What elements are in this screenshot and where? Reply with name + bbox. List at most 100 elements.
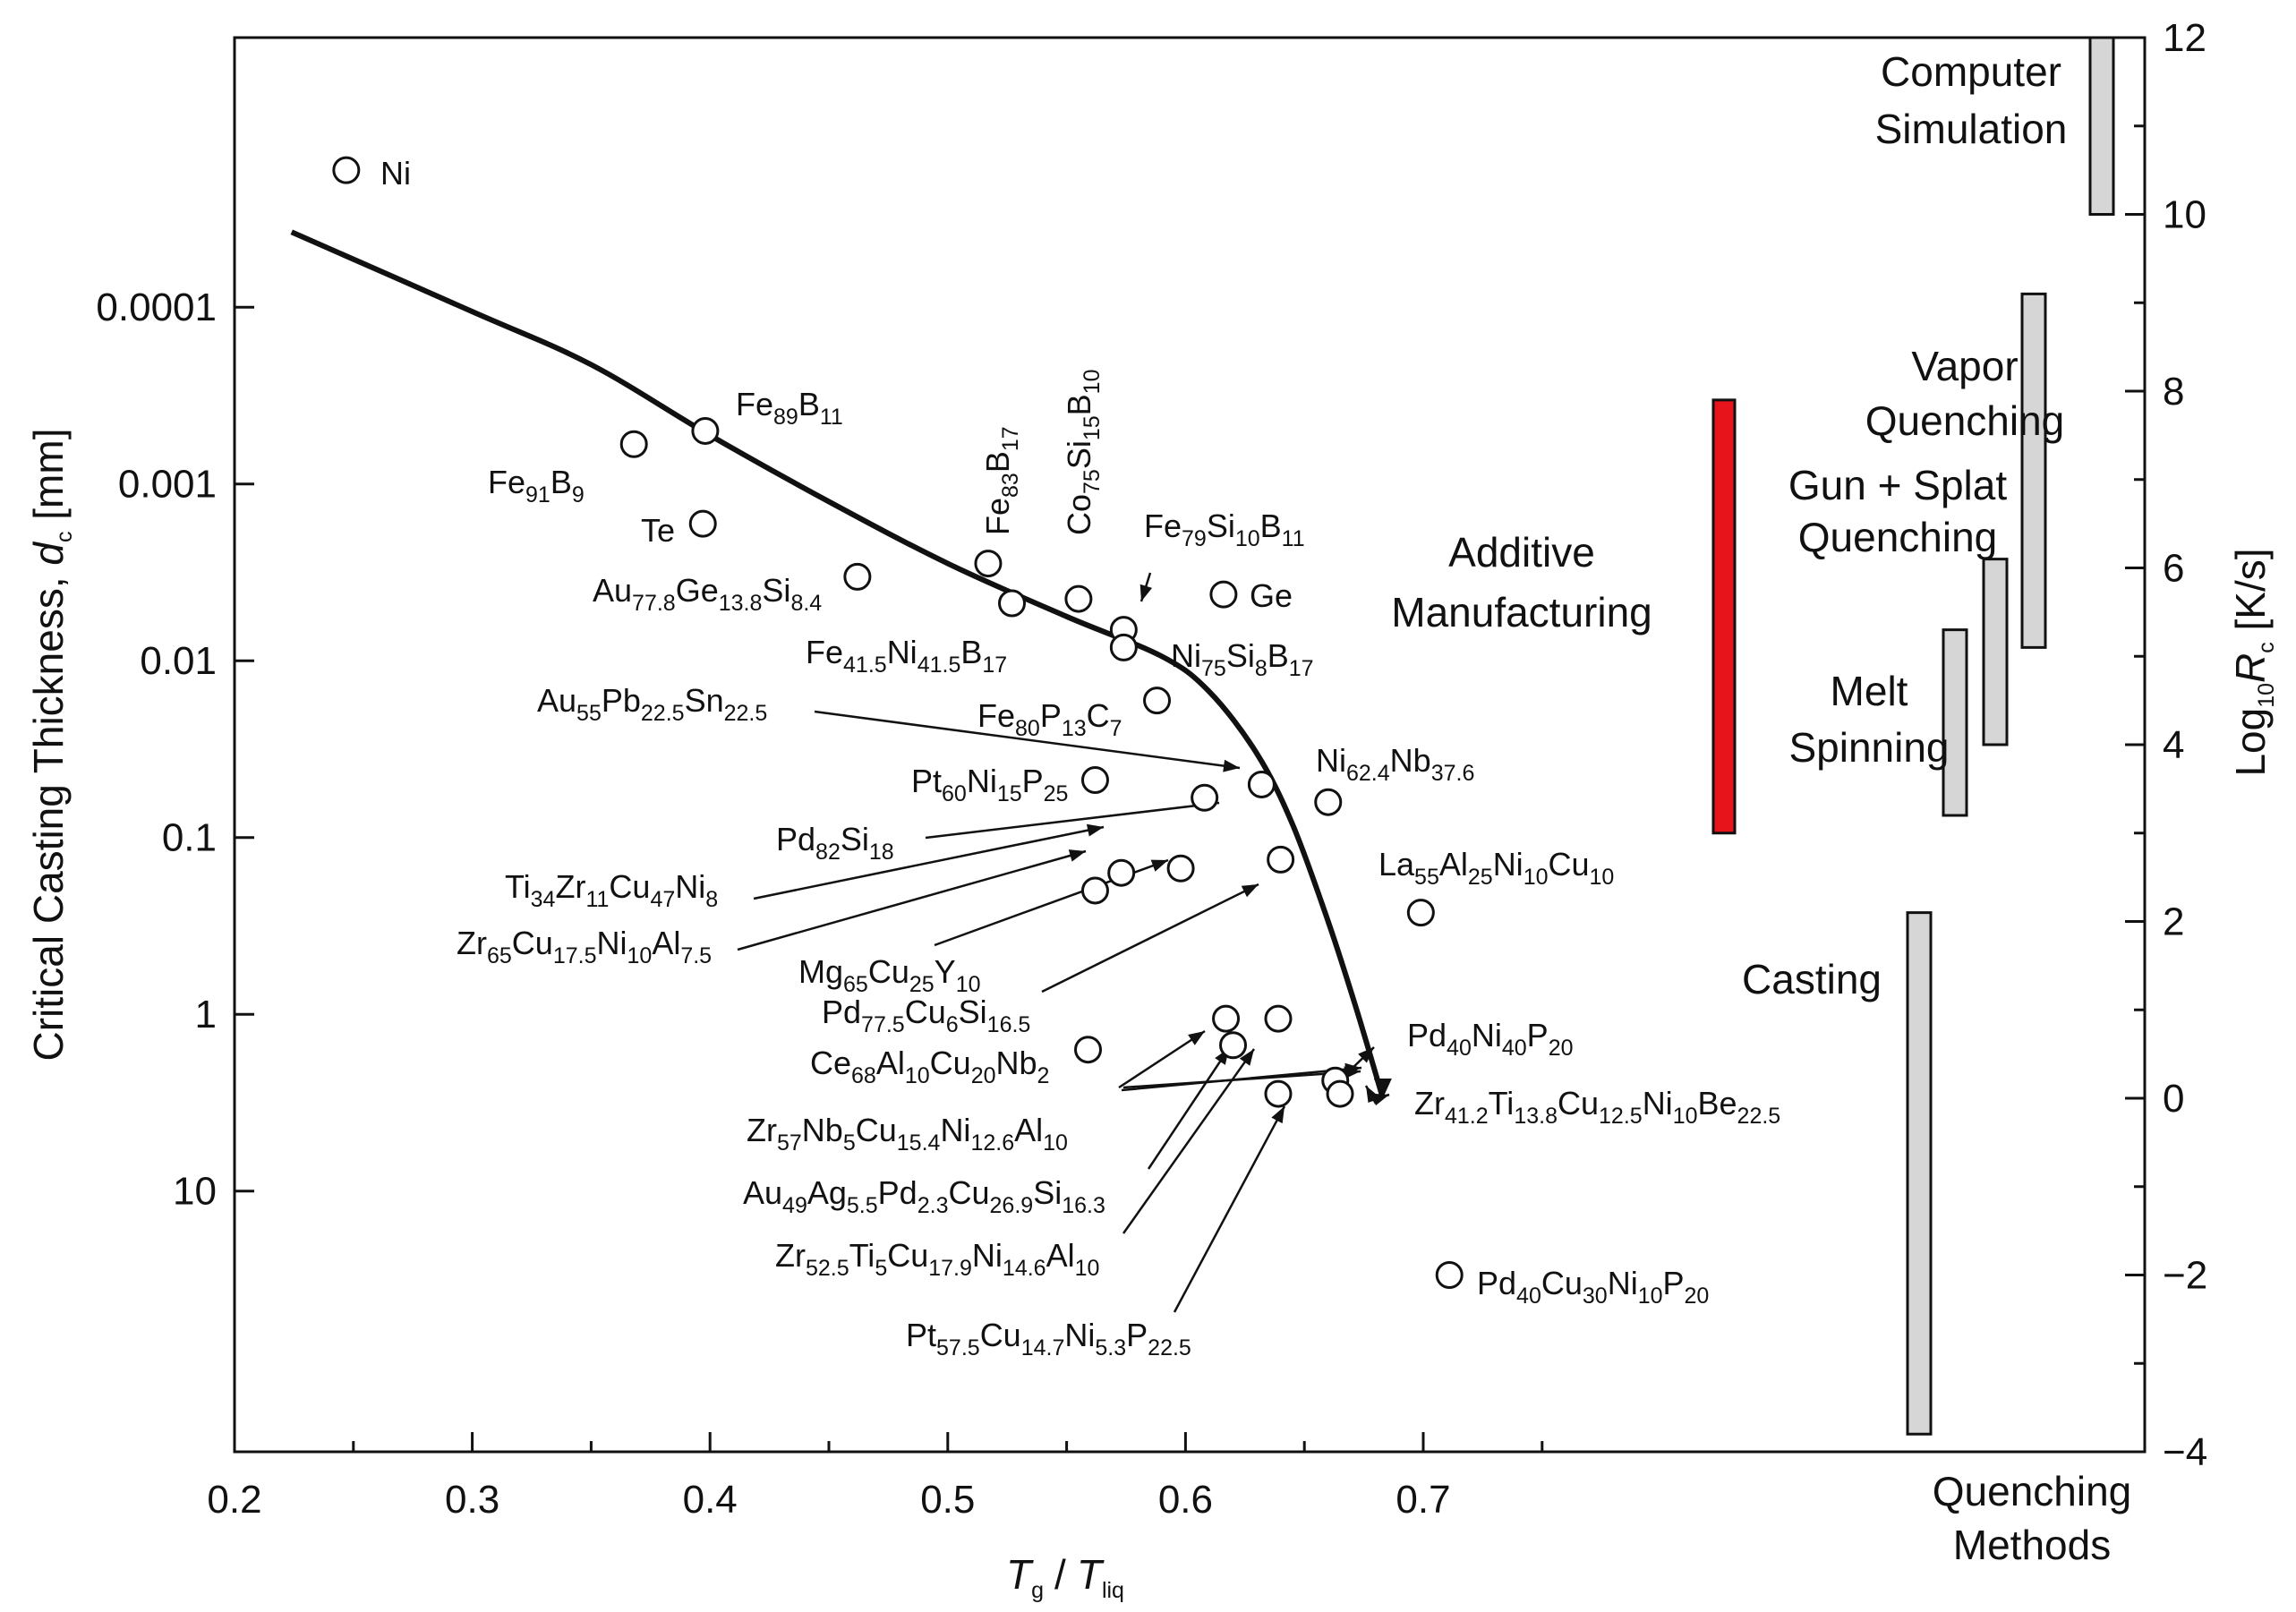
label-co75si15b10: Co75Si15B10 <box>1061 370 1105 536</box>
label-ni75si8b17: Ni75Si8B17 <box>1171 637 1314 681</box>
label-fe41-5ni41-5b17: Fe41.5Ni41.5B17 <box>806 634 1007 678</box>
gun-splat-quenching-label: Gun + Splat <box>1788 462 2007 508</box>
label-arrowhead <box>1150 859 1168 872</box>
point-fe89b11 <box>691 416 720 445</box>
computer-simulation-label: Computer <box>1881 48 2061 95</box>
label-au49ag5-5pd2-3cu26-9si16-3: Au49Ag5.5Pd2.3Cu26.9Si16.3 <box>743 1174 1105 1218</box>
label-zr57nb5cu15-4ni12-6al10: Zr57Nb5Cu15.4Ni12.6Al10 <box>747 1112 1068 1156</box>
y-right-tick-label: 10 <box>2163 193 2206 237</box>
quenching-method-bars <box>1711 36 2115 1436</box>
right-y-axis: 12 10 8 6 4 2 0 −2 −4 <box>2125 16 2207 1474</box>
label-arrowhead <box>1223 759 1240 772</box>
melt-spinning-label: Melt <box>1831 668 1908 714</box>
point-au77-8ge13-8si8-4 <box>843 562 872 591</box>
label-arrowhead <box>1139 584 1153 601</box>
y-right-tick-label: 8 <box>2163 370 2184 414</box>
label-ti34zr11cu47ni8: Ti34Zr11Cu47Ni8 <box>505 868 718 912</box>
x-tick-label: 0.7 <box>1396 1478 1450 1522</box>
computer-simulation-bar <box>2088 36 2115 216</box>
y-left-tick-label: 0.0001 <box>96 286 217 329</box>
label-zr52-5ti5cu17-9ni14-6al10: Zr52.5Ti5Cu17.9Ni14.6Al10 <box>775 1237 1099 1281</box>
label-fe83b17: Fe83B17 <box>979 426 1023 535</box>
melt-spinning-bar <box>1942 628 1968 817</box>
methods-axis-label: Quenching <box>1933 1468 2132 1514</box>
label-pd77-5cu6si16-5: Pd77.5Cu6Si16.5 <box>822 994 1030 1037</box>
additive-manufacturing-label: Manufacturing <box>1391 589 1652 635</box>
label-ni: Ni <box>380 155 411 192</box>
label-arrow <box>1122 1070 1361 1089</box>
gun-splat-quenching-label: Quenching <box>1798 514 1998 560</box>
label-arrow <box>1118 1029 1206 1089</box>
label-arrowhead <box>1239 1049 1254 1066</box>
label-zr41-2ti13-8cu12-5ni10be22-5: Zr41.2Ti13.8Cu12.5Ni10Be22.5 <box>1414 1085 1780 1129</box>
label-arrowhead <box>1271 1106 1285 1124</box>
label-pd40ni40p20: Pd40Ni40P20 <box>1407 1017 1574 1061</box>
label-la55al25ni10cu10: La55Al25Ni10Cu10 <box>1378 846 1614 890</box>
label-arrowhead <box>1188 1031 1205 1045</box>
label-arrow <box>753 825 1105 900</box>
label-arrowhead <box>1241 884 1259 898</box>
y-right-tick-label: 6 <box>2163 547 2184 591</box>
point-zr57nb5cu15-4ni12-6al10 <box>1212 1004 1241 1033</box>
label-pt60ni15p25: Pt60Ni15P25 <box>911 763 1068 806</box>
y-right-tick-label: 12 <box>2163 16 2206 60</box>
point-pd82si18 <box>1191 783 1219 812</box>
casting-label: Casting <box>1742 956 1882 1002</box>
point-la55al25ni10cu10 <box>1406 899 1435 927</box>
y-right-tick-label: 4 <box>2163 723 2184 767</box>
label-ge: Ge <box>1250 577 1293 614</box>
label-fe80p13c7: Fe80P13C7 <box>977 697 1122 741</box>
right-y-axis-title: Log10Rc [K/s] <box>2227 548 2279 776</box>
y-left-tick-label: 10 <box>173 1170 217 1214</box>
label-arrow <box>1122 1048 1256 1234</box>
label-arrow <box>925 801 1220 840</box>
point-co75si15b10 <box>1064 584 1093 613</box>
point-pt60ni15p25 <box>1080 766 1109 794</box>
label-fe91b9: Fe91B9 <box>488 464 585 507</box>
label-pd82si18: Pd82Si18 <box>776 821 894 865</box>
point-fe83b17 <box>974 550 1003 578</box>
x-axis-title: Tg / Tliq <box>1006 1551 1124 1603</box>
label-ce68al10cu20nb2: Ce68Al10Cu20Nb2 <box>810 1045 1049 1088</box>
point-ce68al10cu20nb2 <box>1074 1036 1103 1064</box>
label-arrowhead <box>1068 849 1086 862</box>
curve-arrowhead <box>1373 1079 1392 1098</box>
point-zr52-5ti5cu17-9ni14-6al10 <box>1264 1004 1293 1033</box>
y-right-tick-label: −2 <box>2163 1254 2207 1298</box>
vapor-quenching-bar <box>2020 292 2047 649</box>
point-ti34zr11cu47ni8 <box>1107 858 1136 887</box>
point-fe80p13c7 <box>1143 687 1172 715</box>
label-pt57-5cu14-7ni5-3p22-5: Pt57.5Cu14.7Ni5.3P22.5 <box>906 1317 1191 1360</box>
data-points <box>332 156 1464 1289</box>
point-au49ag5-5pd2-3cu26-9si16-3 <box>1219 1031 1248 1060</box>
label-zr65cu17-5ni10al7-5: Zr65Cu17.5Ni10Al7.5 <box>457 925 712 968</box>
label-arrowhead <box>1371 1093 1389 1106</box>
point-mg65cu25y10 <box>1166 854 1195 883</box>
point-pd40cu30ni10p20 <box>1435 1261 1464 1289</box>
point-ni62-4nb37-6 <box>1314 788 1343 816</box>
point-fe91b9 <box>619 430 648 458</box>
y-right-tick-label: 2 <box>2163 900 2184 944</box>
label-arrow <box>1041 883 1259 994</box>
additive-manufacturing-label: Additive <box>1448 529 1595 576</box>
label-fe79si10b11: Fe79Si10B11 <box>1144 507 1305 551</box>
x-tick-label: 0.6 <box>1158 1478 1213 1522</box>
label-arrow <box>1147 1047 1231 1170</box>
left-y-axis: 0.0001 0.001 0.01 0.1 1 10 <box>96 286 254 1214</box>
point-pt57-5cu14-7ni5-3p22-5 <box>1264 1079 1293 1108</box>
point-te <box>688 509 717 538</box>
gun-splat-quenching-bar <box>1982 558 2009 746</box>
label-arrow <box>814 710 1241 770</box>
methods-axis-label-line2: Methods <box>1953 1522 2111 1568</box>
point-pd77-5cu6si16-5 <box>1267 845 1295 874</box>
label-arrow <box>737 849 1087 951</box>
point-au55pb22-5sn22-5 <box>1247 770 1276 798</box>
x-tick-label: 0.3 <box>445 1478 499 1522</box>
vapor-quenching-label: Vapor <box>1911 343 2018 389</box>
point-ni <box>332 156 361 184</box>
label-au55pb22-5sn22-5: Au55Pb22.5Sn22.5 <box>537 682 767 726</box>
x-tick-label: 0.2 <box>207 1478 261 1522</box>
y-right-tick-label: 0 <box>2163 1077 2184 1121</box>
x-tick-label: 0.4 <box>683 1478 738 1522</box>
